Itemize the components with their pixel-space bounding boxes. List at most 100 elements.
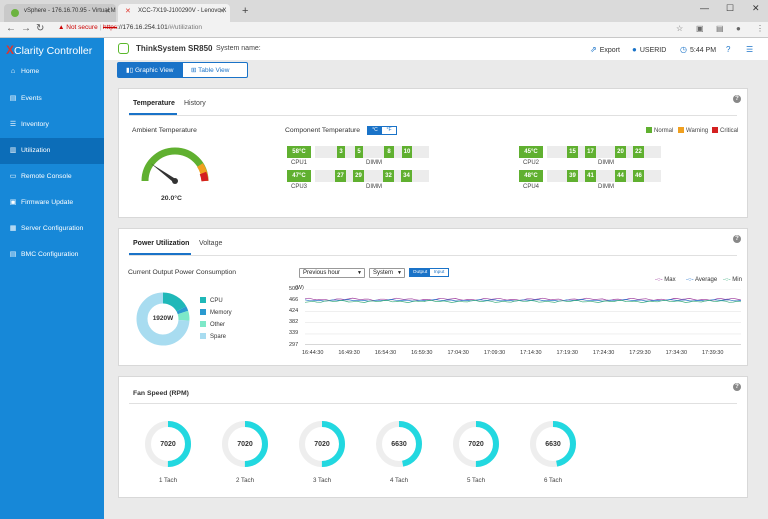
tab-power-utilization[interactable]: Power Utilization: [133, 240, 190, 247]
dimm-temp-box: 32: [383, 170, 394, 182]
forward-icon[interactable]: →: [21, 23, 31, 34]
sidebar-item-bmc-configuration[interactable]: ▤ BMC Configuration: [9, 251, 79, 258]
table-view-button[interactable]: ⊞ Table View: [191, 67, 230, 74]
warning-color-swatch: [678, 127, 684, 133]
browser-tab-bar: vSphere - 176.16.70.95 - Virtual M ✕ ✕ X…: [0, 0, 768, 22]
cpu4-temp-box: 48°C: [519, 170, 543, 182]
cpu-color-swatch: [200, 297, 206, 303]
y-tick-label: 466: [289, 296, 299, 303]
active-tab-indicator: [129, 113, 177, 115]
fan-label: 3 Tach: [312, 477, 332, 484]
new-tab-icon[interactable]: +: [242, 5, 249, 17]
fan-speed-arc: [299, 421, 345, 467]
url-host: ://176.16.254.101: [117, 24, 168, 31]
app-menu-icon[interactable]: ☰: [746, 45, 754, 54]
legend-normal: Normal: [646, 127, 673, 134]
tab-voltage[interactable]: Voltage: [199, 240, 223, 247]
sidebar-item-firmware-update[interactable]: ▣ Firmware Update: [9, 199, 74, 206]
tab-history[interactable]: History: [184, 100, 206, 107]
chevron-down-icon: ▼: [357, 270, 362, 276]
fan-label: 1 Tach: [158, 477, 178, 484]
legend-warning: Warning: [678, 127, 708, 134]
cpu1-label: CPU1: [291, 160, 308, 166]
x-tick-label: 16:49:30: [338, 350, 360, 356]
fan-ring: [299, 421, 345, 467]
back-icon[interactable]: ←: [6, 23, 16, 34]
bookmark-star-icon[interactable]: ☆: [676, 24, 684, 33]
fan-gauge: 7020 3 Tach: [297, 419, 353, 484]
fan-rpm-value: 7020: [314, 441, 330, 448]
fahrenheit-button[interactable]: °F: [386, 127, 392, 133]
fan-rpm-value: 7020: [160, 441, 176, 448]
sidebar-item-server-configuration[interactable]: ▦ Server Configuration: [9, 225, 84, 232]
extension-icon[interactable]: ▤: [716, 24, 724, 33]
maximize-icon[interactable]: ☐: [726, 3, 735, 13]
fan-gauge: 7020 5 Tach: [451, 419, 507, 484]
close-tab-icon[interactable]: ✕: [105, 8, 111, 15]
sidebar-item-inventory[interactable]: ☰ Inventory: [9, 121, 49, 128]
clock-display: ◷ 5:44 PM: [680, 45, 717, 54]
browser-tab-vsphere[interactable]: vSphere - 176.16.70.95 - Virtual M ✕: [4, 4, 116, 22]
user-menu[interactable]: ● USERID: [632, 45, 667, 54]
home-icon: ⌂: [10, 68, 16, 75]
tab-temperature[interactable]: Temperature: [133, 100, 175, 107]
legend-max: -○- Max: [655, 277, 676, 283]
x-tick-label: 16:44:30: [302, 350, 324, 356]
console-icon: ▭: [9, 173, 17, 180]
graphic-view-button[interactable]: ▮▯ Graphic View: [118, 63, 183, 77]
inventory-icon: ☰: [9, 121, 17, 128]
dimm-label: DIMM: [366, 160, 382, 166]
browser-menu-icon[interactable]: ⋮: [756, 24, 764, 33]
help-icon[interactable]: ?: [726, 45, 731, 54]
input-button[interactable]: Input: [433, 270, 445, 275]
x-tick-label: 17:24:30: [592, 350, 615, 356]
fan-label: 6 Tach: [543, 477, 563, 484]
fan-speed-arc: [222, 421, 268, 467]
reload-icon[interactable]: ↻: [36, 23, 45, 34]
help-icon[interactable]: ?: [733, 383, 741, 391]
donut-slice-spare: [136, 292, 190, 346]
cpu2-temp-box: 45°C: [519, 146, 543, 158]
help-icon[interactable]: ?: [733, 95, 741, 103]
dimm-temp-box: 29: [353, 170, 364, 182]
fan-gauge: 7020 2 Tach: [220, 419, 276, 484]
scope-select[interactable]: System ▼: [369, 268, 405, 278]
fan-rpm-value: 7020: [468, 441, 484, 448]
legend-cpu: CPU: [200, 297, 223, 304]
extension-icon[interactable]: ▣: [696, 24, 704, 33]
dimm-temp-box: 15: [567, 146, 578, 158]
x-tick-label: 16:59:30: [411, 350, 433, 356]
browser-tab-xcc[interactable]: ✕ XCC-7X19-J100290V - Lenovo X ✕: [118, 4, 230, 22]
output-button[interactable]: Output: [410, 269, 430, 276]
chart-icon: ▮▯: [126, 67, 135, 74]
tab-title: XCC-7X19-J100290V - Lenovo X: [138, 8, 227, 14]
dimm-label: DIMM: [598, 160, 614, 166]
close-window-icon[interactable]: ✕: [752, 3, 760, 13]
celsius-button[interactable]: °C: [368, 127, 382, 134]
donut-slice-cpu: [162, 292, 187, 312]
other-color-swatch: [200, 321, 206, 327]
sidebar-item-remote-console[interactable]: ▭ Remote Console: [9, 173, 72, 180]
sidebar-item-utilization[interactable]: ▥ Utilization: [0, 138, 104, 164]
close-tab-icon[interactable]: ✕: [219, 8, 225, 15]
sidebar-item-home[interactable]: ⌂ Home: [0, 60, 104, 86]
fan-speed-arc: [376, 421, 422, 467]
period-select[interactable]: Previous hour ▼: [299, 268, 365, 278]
sidebar-item-events[interactable]: ▤ Events: [9, 95, 42, 102]
active-tab-indicator: [129, 253, 191, 255]
help-icon[interactable]: ?: [733, 235, 741, 243]
y-axis-unit-label: (W): [295, 285, 304, 291]
minimize-icon[interactable]: —: [700, 3, 709, 13]
dimm-temp-box: 17: [585, 146, 596, 158]
export-button[interactable]: ⇗ Export: [590, 45, 620, 54]
profile-icon[interactable]: ●: [736, 24, 741, 33]
main-content: ▮▯ Graphic View ⊞ Table View ? Temperatu…: [104, 60, 768, 519]
server-name: ThinkSystem SR850: [136, 44, 213, 53]
y-tick-label: 382: [289, 319, 299, 326]
bmc-config-icon: ▤: [9, 251, 17, 258]
fan-speed-arc: [145, 421, 191, 467]
fan-gauge: 7020 1 Tach: [143, 419, 199, 484]
ambient-temperature-value: 20.0°C: [161, 195, 182, 202]
series-line-min: [305, 300, 741, 303]
url-field[interactable]: ▲ Not secure | https://176.16.254.101/#/…: [58, 24, 203, 31]
